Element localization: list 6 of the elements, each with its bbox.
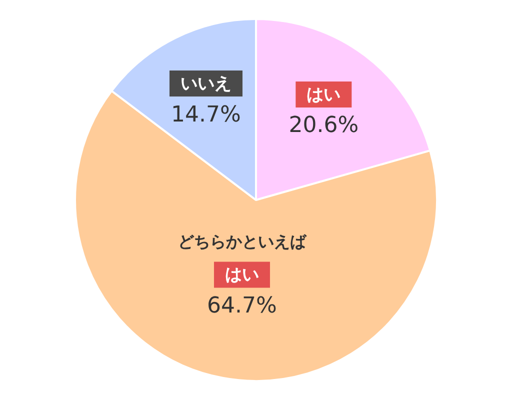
data-label: 64.7% — [207, 293, 277, 318]
data-label: 20.6% — [288, 113, 359, 138]
slice-label: どちらかといえばはい — [178, 232, 307, 286]
slice-label: はい — [306, 84, 341, 105]
data-label: 14.7% — [171, 102, 241, 128]
slice-label: いいえ — [180, 74, 232, 94]
